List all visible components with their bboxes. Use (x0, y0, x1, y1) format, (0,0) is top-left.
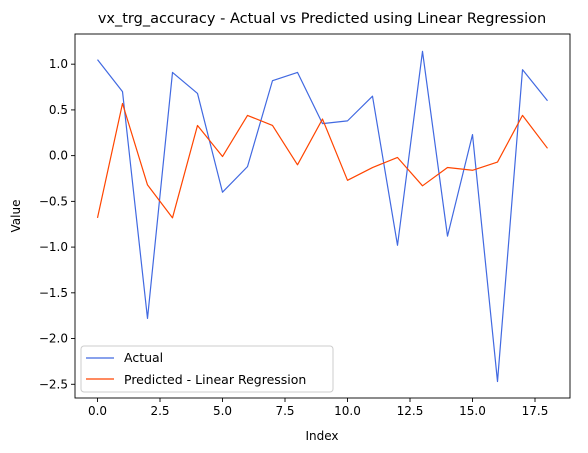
predicted-point (221, 155, 224, 158)
predicted-point (546, 147, 549, 150)
predicted-point (121, 102, 124, 105)
predicted-point (246, 114, 249, 117)
x-axis-label: Index (305, 429, 338, 443)
predicted-point (346, 179, 349, 182)
y-tick-label: −2.0 (39, 332, 68, 346)
x-tick-label: 12.5 (397, 404, 424, 418)
x-tick-label: 5.0 (213, 404, 232, 418)
predicted-point (271, 124, 274, 127)
legend-label-actual: Actual (124, 350, 163, 365)
predicted-point (396, 156, 399, 159)
legend-label-predicted: Predicted - Linear Regression (124, 372, 306, 387)
predicted-point (521, 114, 524, 117)
x-tick-label: 0.0 (88, 404, 107, 418)
actual-point (96, 58, 99, 61)
actual-point (521, 68, 524, 71)
x-tick-label: 7.5 (275, 404, 294, 418)
y-tick-label: −1.5 (39, 286, 68, 300)
predicted-point (296, 163, 299, 166)
y-tick-label: −0.5 (39, 194, 68, 208)
actual-point (446, 235, 449, 238)
x-tick-label: 2.5 (150, 404, 169, 418)
predicted-point (421, 184, 424, 187)
actual-point (496, 380, 499, 383)
predicted-point (96, 216, 99, 219)
y-tick-label: −2.5 (39, 377, 68, 391)
predicted-point (321, 118, 324, 121)
plot-frame (74, 33, 571, 399)
actual-point (146, 317, 149, 320)
predicted-point (446, 166, 449, 169)
actual-point (121, 90, 124, 93)
actual-point (221, 191, 224, 194)
y-tick-label: 0.0 (49, 149, 68, 163)
actual-point (546, 99, 549, 102)
actual-point (171, 71, 174, 74)
y-axis-label: Value (9, 200, 23, 233)
actual-point (246, 165, 249, 168)
y-axis-ticks: 1.0 0.5 0.0 −0.5 −1.0 −1.5 −2.0 −2.5 (39, 57, 75, 391)
actual-point (471, 133, 474, 136)
series-line-predicted (96, 102, 548, 219)
x-tick-label: 10.0 (334, 404, 361, 418)
actual-point (271, 79, 274, 82)
y-tick-label: 1.0 (49, 57, 68, 71)
chart-title: vx_trg_accuracy - Actual vs Predicted us… (98, 11, 546, 27)
predicted-point (471, 169, 474, 172)
actual-point (296, 71, 299, 74)
predicted-point (171, 216, 174, 219)
y-tick-label: −1.0 (39, 240, 68, 254)
legend: Actual Predicted - Linear Regression (80, 345, 334, 393)
actual-point (371, 95, 374, 98)
actual-point (421, 50, 424, 53)
x-axis-ticks: 0.0 2.5 5.0 7.5 10.0 12.5 15.0 17.5 (88, 398, 548, 418)
legend-box (80, 345, 334, 393)
x-tick-label: 15.0 (459, 404, 486, 418)
predicted-point (371, 166, 374, 169)
y-tick-label: 0.5 (49, 103, 68, 117)
actual-point (196, 92, 199, 95)
predicted-point (146, 183, 149, 186)
plot-lines (96, 50, 549, 383)
predicted-point (496, 161, 499, 164)
actual-point (396, 244, 399, 247)
predicted-point (196, 124, 199, 127)
series-line-actual (97, 50, 548, 383)
x-tick-label: 17.5 (522, 404, 549, 418)
actual-point (346, 119, 349, 122)
